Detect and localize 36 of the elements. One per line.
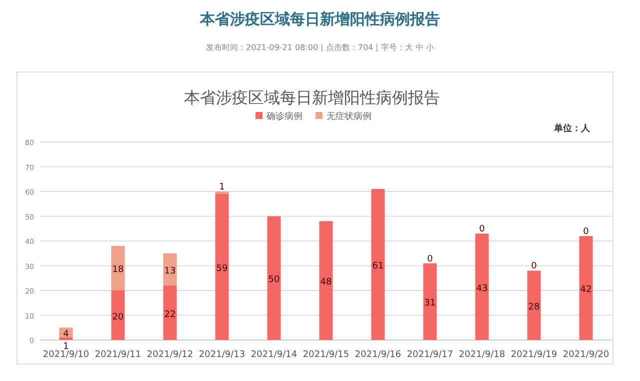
data-label: 28 [528,302,540,312]
data-label: 0 [583,227,589,238]
xtick: 2021/9/19 [510,350,558,360]
data-label: 48 [320,278,332,288]
xtick: 2021/9/17 [406,350,454,360]
ylabel: 单位：人 [554,124,590,134]
data-label: 61 [372,262,384,272]
title: 本省涉疫区域每日新增阳性病例报告 [200,10,440,28]
data-label: 59 [216,264,228,274]
xtick: 2021/9/11 [94,350,142,360]
data-label: 13 [164,266,176,276]
legend-label: 无症状病例 [326,112,372,122]
xtick: 2021/9/15 [302,350,350,360]
legend-label: 确诊病例 [266,112,302,122]
xtick: 2021/9/14 [250,350,298,360]
xtick: 2021/9/20 [562,350,610,360]
xtick: 2021/9/10 [42,350,90,360]
data-label: 4 [63,330,69,340]
data-label: 18 [112,265,124,276]
data-label: 43 [476,284,488,294]
data-label: 0 [427,254,433,264]
xtick: 2021/9/12 [146,350,194,360]
data-label: 0 [479,224,485,235]
xtick: 2021/9/18 [458,350,506,360]
data-label: 50 [268,275,280,286]
xtick: 2021/9/13 [198,350,246,360]
annotation: 发布时间：2021-09-21 08:00 | 点击数：704 | 字号：大 中 小 [206,43,434,52]
data-label: 1 [219,182,225,192]
data-label: 1 [63,342,69,352]
xtick: 2021/9/16 [354,350,402,360]
data-label: 20 [112,312,124,322]
data-label: 22 [164,310,176,320]
data-label: 31 [424,298,436,309]
data-label: 0 [531,262,537,272]
subtitle: 本省涉疫区域每日新增阳性病例报告 [184,88,440,107]
data-label: 42 [580,285,592,296]
